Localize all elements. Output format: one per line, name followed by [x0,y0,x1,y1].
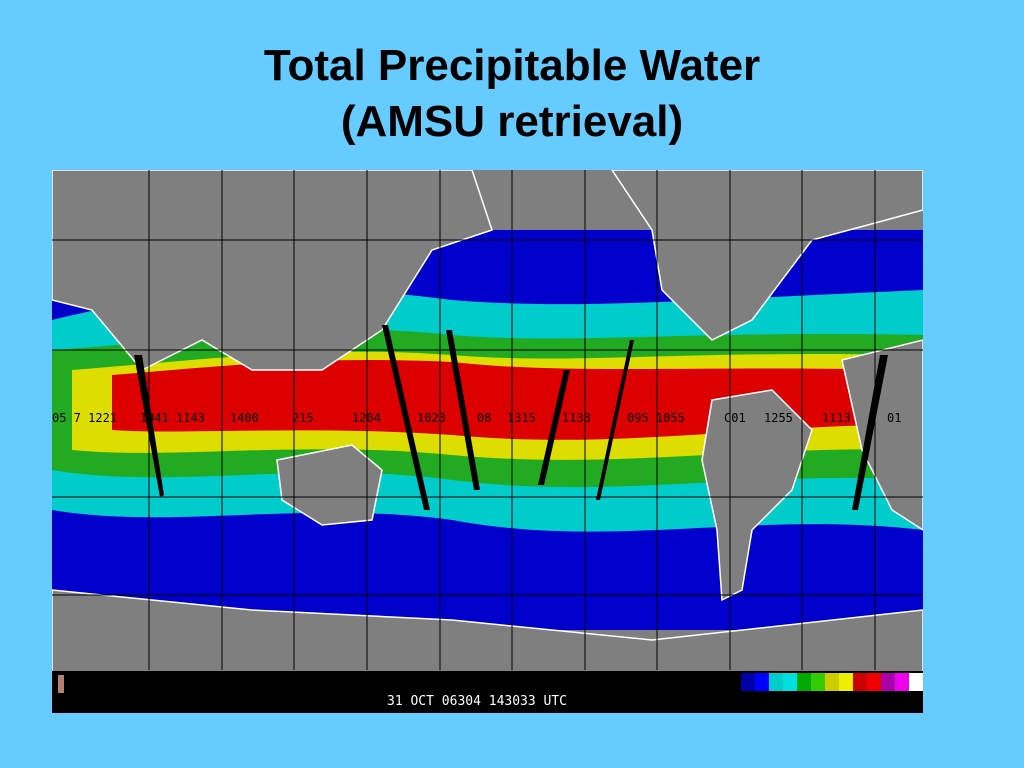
orbit-label: 08 [477,411,492,425]
color-scale-legend [741,673,923,691]
land-africa [841,339,923,531]
title-line-1: Total Precipitable Water [263,41,761,90]
land-australia [276,444,383,526]
slide-title: Total Precipitable Water (AMSU retrieval… [0,38,1024,150]
orbit-label: 1204 [352,411,381,425]
orbit-label: 1315 [507,411,536,425]
color-scale-swatch [909,673,923,691]
color-scale-swatch [881,673,895,691]
map-footer-bar: 31 OCT 06304 143033 UTC [52,671,923,713]
land-asia [52,170,493,371]
map-grid [52,170,923,670]
title-line-2: (AMSU retrieval) [340,97,684,146]
color-scale-swatch [867,673,881,691]
orbit-label: 1041 1143 [140,411,206,425]
swath-gap-2 [382,325,430,510]
color-scale-swatch [769,673,783,691]
color-scale-swatch [825,673,839,691]
orbit-time-labels: 05 7 1221 1041 1143 1400 215 1204 1023 0… [52,411,923,429]
orbit-label: 01 [887,411,902,425]
color-scale-swatch [797,673,811,691]
color-scale-swatch [839,673,853,691]
orbit-label: 1023 [417,411,446,425]
observation-timestamp: 31 OCT 06304 143033 UTC [387,694,568,709]
orbit-label: 1133 [562,411,591,425]
moisture-band-red [112,359,902,440]
color-scale-swatch [811,673,825,691]
color-scale-swatch [853,673,867,691]
swath-gap-5 [596,340,634,500]
precipitable-water-map: 05 7 1221 1041 1143 1400 215 1204 1023 0… [52,170,923,713]
swath-gap-3 [446,330,480,490]
map-graphic [52,170,923,713]
orbit-label: 215 [292,411,314,425]
color-scale-swatch [783,673,797,691]
orbit-label: 1400 [230,411,259,425]
swath-gap-6 [852,355,888,510]
orbit-label: 1255 [764,411,793,425]
orbit-label: 05 7 1221 [52,411,118,425]
color-scale-swatch [741,673,755,691]
land-north-america [611,170,923,341]
swath-gap-4 [538,370,570,485]
orbit-label: 1113 [822,411,851,425]
footer-marker [58,675,64,693]
orbit-label: 095 1055 [627,411,685,425]
orbit-label: C01 [724,411,746,425]
color-scale-swatch [755,673,769,691]
color-scale-swatch [895,673,909,691]
